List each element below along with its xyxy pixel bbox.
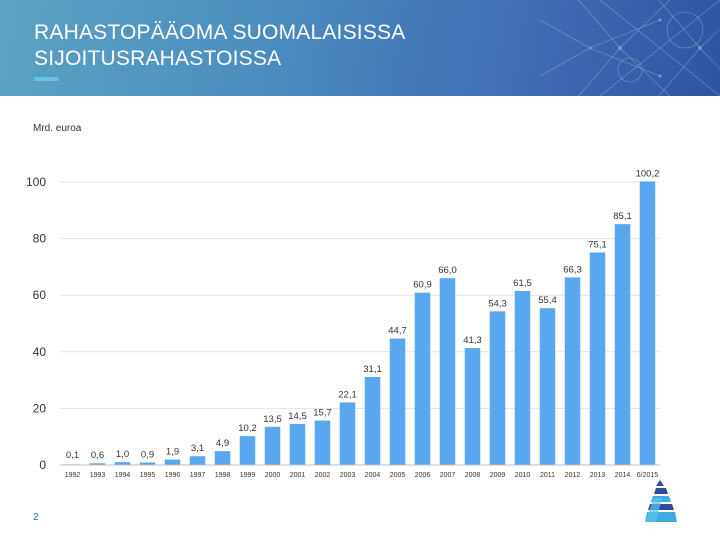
bar xyxy=(314,420,331,465)
data-label: 66,0 xyxy=(438,265,457,276)
bar xyxy=(564,277,581,465)
x-tick-label: 2010 xyxy=(515,472,531,479)
bar xyxy=(264,426,281,465)
data-label: 41,3 xyxy=(463,335,482,346)
page-title: RAHASTOPÄÄOMA SUOMALAISISSA SIJOITUSRAHA… xyxy=(34,20,594,72)
data-label: 1,0 xyxy=(116,449,129,460)
x-tick-label: 2004 xyxy=(365,472,381,479)
x-tick-label: 2011 xyxy=(540,472,555,479)
data-label: 22,1 xyxy=(338,389,357,400)
data-label: 54,3 xyxy=(488,298,507,309)
title-underline xyxy=(34,77,58,81)
x-tick-label: 1992 xyxy=(65,472,81,479)
bar xyxy=(364,376,381,465)
x-tick-label: 1996 xyxy=(165,472,181,479)
y-tick-label: 80 xyxy=(33,232,47,246)
y-tick-label: 20 xyxy=(33,401,47,415)
y-tick-label: 100 xyxy=(26,175,46,189)
bar xyxy=(164,459,181,465)
x-axis-ticks: 1992 1993 1994 1995 1996 1997 1998 1999 2000 2001… xyxy=(65,472,659,479)
data-label: 15,7 xyxy=(313,408,332,419)
bar xyxy=(114,462,131,465)
bar-chart: Mrd. euroa 0 20 40 60 80 100 0,1 0,6 1,0 0,9 1,9 3… xyxy=(26,123,660,479)
x-tick-label: 1993 xyxy=(90,472,106,479)
page-number: 2 xyxy=(33,512,39,523)
y-axis-ticks: 0 20 40 60 80 100 xyxy=(26,175,46,472)
bar xyxy=(214,451,231,465)
title-line-1: RAHASTOPÄÄOMA SUOMALAISISSA xyxy=(34,21,406,44)
header-banner: RAHASTOPÄÄOMA SUOMALAISISSA SIJOITUSRAHA… xyxy=(0,0,720,96)
bar xyxy=(189,456,206,465)
x-tick-label: 2006 xyxy=(415,472,431,479)
bars xyxy=(64,181,656,465)
data-label: 0,9 xyxy=(141,449,154,460)
y-tick-label: 0 xyxy=(39,458,46,472)
y-tick-label: 40 xyxy=(33,345,47,359)
data-labels: 0,1 0,6 1,0 0,9 1,9 3,1 4,9 10,2 13,5 14,5 15,7 22,… xyxy=(66,168,660,461)
x-tick-label: 2012 xyxy=(565,472,581,479)
unit-label: Mrd. euroa xyxy=(33,123,82,134)
y-tick-label: 60 xyxy=(33,288,47,302)
bar xyxy=(414,292,431,465)
title-line-2: SIJOITUSRAHASTOISSA xyxy=(34,47,282,70)
x-tick-label: 2002 xyxy=(315,472,331,479)
data-label: 61,5 xyxy=(513,278,532,289)
bar xyxy=(539,308,556,465)
data-label: 10,2 xyxy=(238,423,257,434)
bar xyxy=(639,181,656,465)
bar xyxy=(614,224,631,465)
x-tick-label: 2003 xyxy=(340,472,356,479)
x-tick-label: 1994 xyxy=(115,472,131,479)
x-tick-label: 6/2015 xyxy=(637,472,659,479)
data-label: 55,4 xyxy=(538,295,557,306)
bar xyxy=(389,338,406,465)
x-tick-label: 1998 xyxy=(215,472,231,479)
data-label: 85,1 xyxy=(613,211,632,222)
bar xyxy=(489,311,506,465)
data-label: 0,6 xyxy=(91,450,104,461)
data-label: 3,1 xyxy=(191,443,204,454)
bar xyxy=(289,423,306,465)
data-label: 31,1 xyxy=(363,364,382,375)
gridlines xyxy=(60,181,660,409)
bar xyxy=(89,463,106,465)
data-label: 60,9 xyxy=(413,280,432,291)
bar xyxy=(589,252,606,465)
data-label: 66,3 xyxy=(563,264,582,275)
company-logo-icon xyxy=(645,480,677,522)
bar xyxy=(439,278,456,465)
data-label: 44,7 xyxy=(388,325,407,336)
x-tick-label: 1999 xyxy=(240,472,256,479)
bar xyxy=(239,436,256,465)
x-tick-label: 2005 xyxy=(390,472,406,479)
bar xyxy=(339,402,356,465)
x-tick-label: 2013 xyxy=(590,472,606,479)
data-label: 4,9 xyxy=(216,438,229,449)
x-tick-label: 2001 xyxy=(290,472,306,479)
data-label: 13,5 xyxy=(263,414,282,425)
data-label: 14,5 xyxy=(288,411,307,422)
x-tick-label: 2007 xyxy=(440,472,456,479)
data-label: 75,1 xyxy=(588,239,607,250)
x-tick-label: 1997 xyxy=(190,472,206,479)
x-tick-label: 2009 xyxy=(490,472,506,479)
data-label: 1,9 xyxy=(166,447,179,458)
bar xyxy=(464,348,481,465)
x-tick-label: 2008 xyxy=(465,472,481,479)
x-tick-label: 2014 xyxy=(615,472,631,479)
data-label: 0,1 xyxy=(66,450,79,461)
bar xyxy=(139,462,156,465)
decorative-pattern-icon xyxy=(539,0,720,96)
x-tick-label: 1995 xyxy=(140,472,156,479)
bar xyxy=(514,290,531,465)
x-tick-label: 2000 xyxy=(265,472,281,479)
data-label: 100,2 xyxy=(636,168,660,179)
